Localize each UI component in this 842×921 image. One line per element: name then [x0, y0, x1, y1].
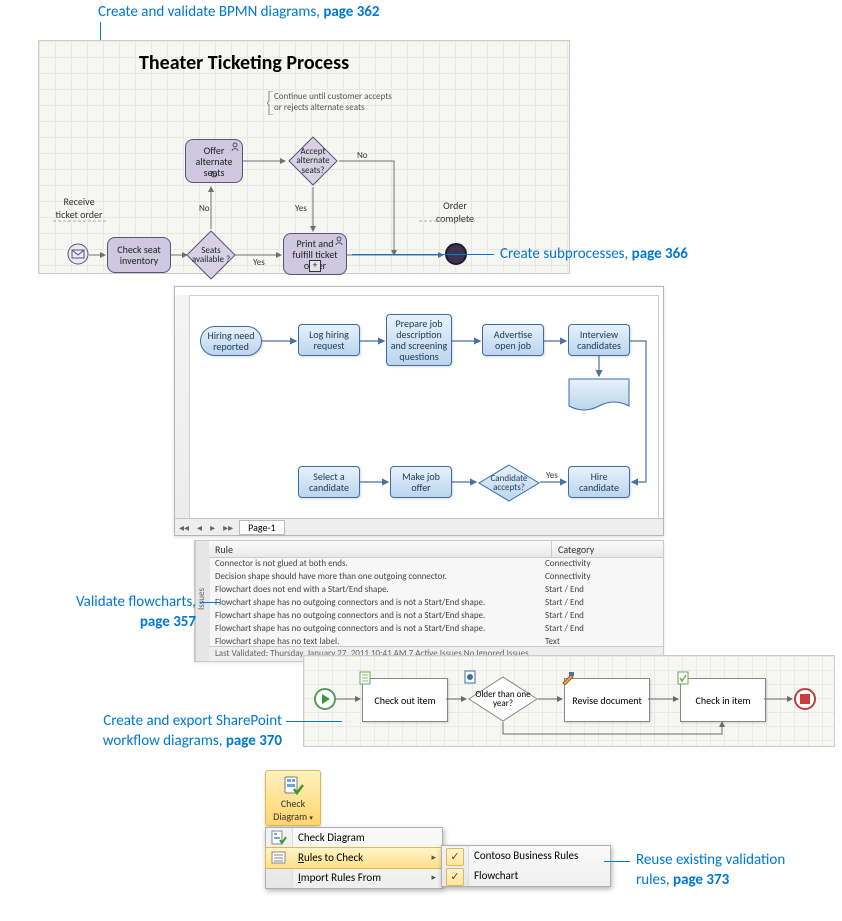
list-icon	[271, 850, 287, 866]
issue-row[interactable]: Flowchart shape has no outgoing connecto…	[209, 596, 663, 609]
submenu-rules: ✓ Contoso Business Rules ✓ Flowchart	[441, 845, 611, 887]
issue-row[interactable]: Flowchart shape has no outgoing connecto…	[209, 609, 663, 622]
callout-subprocesses: Create subprocesses, page 366	[500, 245, 688, 265]
submenu-flowchart[interactable]: ✓ Flowchart	[442, 866, 610, 886]
callout-line	[200, 602, 220, 603]
bpmn-connectors: Yes No Yes No	[39, 41, 569, 273]
svg-text:Yes: Yes	[546, 470, 558, 481]
callout-sharepoint: Create and export SharePointworkflow dia…	[32, 712, 282, 751]
issues-panel: Issues Rule Category Connector is not gl…	[194, 540, 664, 662]
menu-item-check-diagram[interactable]: Check Diagram	[266, 828, 442, 848]
svg-text:No: No	[199, 203, 210, 214]
page-tab[interactable]: Page-1	[239, 520, 284, 535]
issue-row[interactable]: Connector is not glued at both ends.Conn…	[209, 557, 663, 570]
callout-line	[604, 861, 630, 862]
issues-rows: Connector is not glued at both ends.Conn…	[209, 557, 663, 647]
check-diagram-icon	[271, 830, 287, 846]
nav-prev[interactable]: ◂	[193, 521, 206, 534]
fc-connectors: Yes	[190, 296, 659, 519]
menu-item-import-rules[interactable]: Import Rules From ▸	[266, 868, 442, 888]
callout-validate: Validate flowcharts,page 357	[50, 593, 196, 632]
chevron-right-icon: ▸	[431, 871, 436, 885]
flowchart-panel: Hiring need reported Log hiring request …	[174, 286, 664, 536]
check-diagram-button[interactable]: CheckDiagram ▾	[265, 770, 321, 826]
check-diagram-icon	[282, 775, 304, 797]
chevron-right-icon: ▸	[431, 851, 436, 865]
issues-tab[interactable]: Issues	[195, 541, 210, 661]
sharepoint-workflow-panel: Check out item Older than one year? Revi…	[303, 655, 835, 747]
check-diagram-menu-panel: CheckDiagram ▾ Check Diagram Rules to Ch…	[265, 770, 609, 885]
callout-text: Create and validate BPMN diagrams,	[98, 3, 323, 21]
flowchart-canvas: Hiring need reported Log hiring request …	[189, 295, 659, 519]
nav-next[interactable]: ▸	[206, 521, 219, 534]
check-icon: ✓	[446, 868, 464, 886]
issue-row[interactable]: Flowchart shape has no outgoing connecto…	[209, 622, 663, 635]
callout-bpmn: Create and validate BPMN diagrams, page …	[98, 3, 380, 23]
svg-text:Yes: Yes	[295, 203, 307, 214]
submenu-contoso[interactable]: ✓ Contoso Business Rules	[442, 846, 610, 866]
issues-header: Rule Category	[209, 541, 663, 558]
svg-text:Yes: Yes	[253, 257, 265, 268]
menu-item-rules-to-check[interactable]: Rules to Check ▸	[265, 847, 443, 869]
issue-row[interactable]: Flowchart does not end with a Start/End …	[209, 583, 663, 596]
nav-last[interactable]: ▸▸	[219, 521, 237, 534]
sp-connectors	[304, 656, 834, 746]
callout-reuse-rules: Reuse existing validationrules, page 373	[636, 851, 785, 890]
callout-line	[286, 721, 342, 722]
bpmn-diagram-panel: Theater Ticketing Process Continue until…	[38, 40, 570, 274]
issue-row[interactable]: Decision shape should have more than one…	[209, 570, 663, 583]
callout-line	[352, 254, 494, 255]
ruler	[175, 295, 190, 519]
check-icon: ✓	[446, 848, 464, 866]
nav-first[interactable]: ◂◂	[175, 521, 193, 534]
page-tabbar: ◂◂ ◂ ▸ ▸▸ Page-1	[175, 518, 663, 535]
dropdown-menu: Check Diagram Rules to Check ▸ Import Ru…	[265, 827, 443, 889]
callout-page: page 362	[323, 3, 379, 21]
chevron-down-icon: ▾	[309, 813, 313, 822]
svg-text:No: No	[357, 150, 368, 161]
